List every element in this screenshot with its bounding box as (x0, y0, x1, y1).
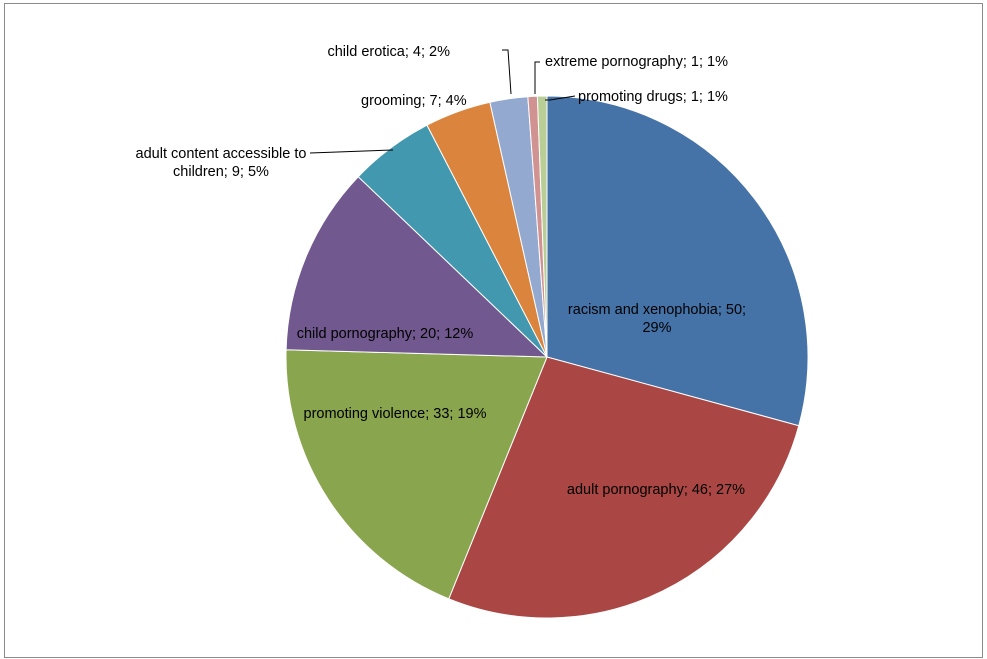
data-label-promoting-violence: promoting violence; 33; 19% (304, 406, 487, 422)
chart-frame: racism and xenophobia; 50; 29% adult porno… (4, 3, 983, 658)
data-label-line: grooming; 7; 4% (361, 93, 467, 109)
leader-line-child-erotica (502, 49, 512, 95)
data-labels: racism and xenophobia; 50; 29% adult porno… (136, 44, 747, 498)
data-label-grooming: grooming; 7; 4% (361, 93, 467, 109)
leader-line-extreme-pornography (534, 61, 540, 94)
data-label-line: child erotica; 4; 2% (327, 44, 450, 60)
data-label-line: children; 9; 5% (173, 164, 269, 180)
data-label-line: adult pornography; 46; 27% (567, 482, 745, 498)
leader-lines (309, 49, 576, 154)
data-label-adult-pornography: adult pornography; 46; 27% (567, 482, 745, 498)
data-label-promoting-drugs: promoting drugs; 1; 1% (578, 89, 728, 105)
pie-slice-promoting-violence (285, 349, 548, 600)
data-label-line: child pornography; 20; 12% (297, 326, 474, 342)
data-label-adult-content-accessible-to-children: adult content accessible to children; 9; … (136, 146, 307, 180)
pie-slice-racism-and-xenophobia (546, 95, 809, 427)
pie-slice-child-pornography (285, 176, 549, 358)
data-label-line: adult content accessible to (136, 146, 307, 162)
data-label-line: racism and xenophobia; 50; (568, 302, 746, 318)
data-label-extreme-pornography: extreme pornography; 1; 1% (545, 54, 728, 70)
data-label-line: extreme pornography; 1; 1% (545, 54, 728, 70)
data-label-racism-and-xenophobia: racism and xenophobia; 50; 29% (568, 302, 746, 336)
pie-slice-promoting-drugs (536, 95, 548, 358)
pie-slices (285, 95, 809, 619)
leader-line-promoting-drugs (545, 95, 576, 101)
data-label-line: promoting drugs; 1; 1% (578, 89, 728, 105)
data-label-child-erotica: child erotica; 4; 2% (327, 44, 450, 60)
pie-chart: racism and xenophobia; 50; 29% adult porno… (136, 44, 809, 619)
data-label-child-pornography: child pornography; 20; 12% (297, 326, 474, 342)
data-label-line: 29% (642, 320, 671, 336)
data-label-line: promoting violence; 33; 19% (304, 406, 487, 422)
leader-line-adult-content-accessible-to-children (309, 149, 394, 154)
pie-slice-adult-pornography (448, 356, 800, 619)
